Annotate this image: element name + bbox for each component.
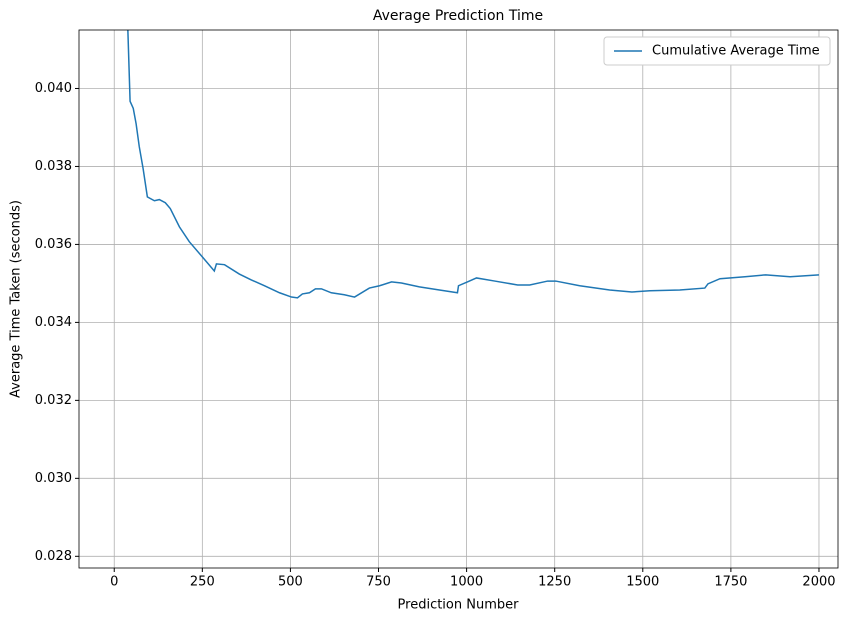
- y-tick-label: 0.030: [35, 471, 72, 486]
- x-tick-label: 1500: [626, 575, 659, 590]
- x-tick-label: 0: [110, 575, 118, 590]
- chart-title: Average Prediction Time: [373, 8, 543, 24]
- y-tick-label: 0.028: [35, 549, 72, 564]
- legend-label: Cumulative Average Time: [652, 44, 820, 59]
- y-tick-label: 0.034: [35, 315, 72, 330]
- x-axis-label: Prediction Number: [398, 598, 520, 613]
- series-line: [127, 30, 820, 299]
- x-tick-label: 2000: [802, 575, 835, 590]
- plot-frame: [78, 29, 839, 569]
- y-tick-label: 0.036: [35, 237, 72, 252]
- x-tick-label: 500: [278, 575, 303, 590]
- y-tick-label: 0.040: [35, 81, 72, 96]
- x-tick-label: 250: [190, 575, 215, 590]
- x-tick-label: 1250: [538, 575, 571, 590]
- x-tick-label: 750: [366, 575, 391, 590]
- plot-area: [127, 30, 820, 299]
- x-tick-label: 1750: [714, 575, 747, 590]
- y-axis-label: Average Time Taken (seconds): [9, 200, 24, 398]
- y-tick-label: 0.032: [35, 393, 72, 408]
- y-tick-label: 0.038: [35, 159, 72, 174]
- x-tick-label: 1000: [450, 575, 483, 590]
- legend-box: [603, 36, 831, 66]
